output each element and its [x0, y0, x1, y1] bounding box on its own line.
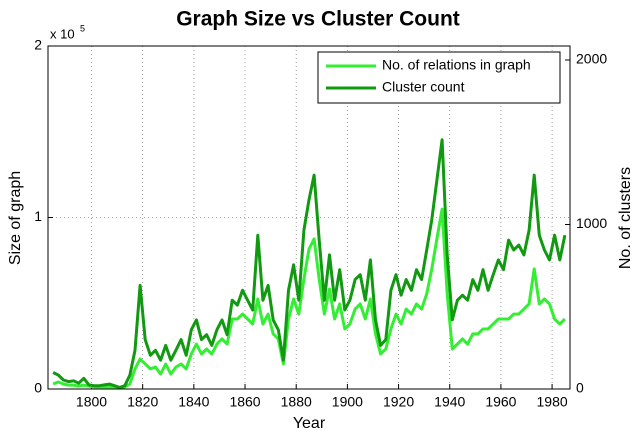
chart-title: Graph Size vs Cluster Count — [176, 8, 460, 31]
legend-label: Cluster count — [382, 79, 465, 95]
y-tick-label: 0 — [34, 380, 42, 396]
x-tick-label: 1920 — [383, 394, 414, 410]
x-tick-label: 1820 — [127, 394, 158, 410]
data-line — [52, 207, 566, 390]
y-tick-label: 1 — [34, 208, 42, 224]
x-tick-label: 1860 — [229, 394, 260, 410]
y-multiplier: x 10 — [50, 26, 75, 41]
x-tick-label: 1840 — [178, 394, 209, 410]
y2-axis-label: No. of clusters — [617, 167, 634, 269]
x-tick-label: 1980 — [537, 394, 568, 410]
legend-label: No. of relations in graph — [382, 57, 531, 73]
x-tick-label: 1960 — [485, 394, 516, 410]
axes-box — [47, 45, 571, 390]
y2-tick-label: 1000 — [576, 215, 607, 231]
x-tick-label: 1880 — [281, 394, 312, 410]
x-axis-label: Year — [293, 415, 326, 432]
x-tick-label: 1900 — [332, 394, 363, 410]
y-tick-label: 2 — [34, 37, 42, 53]
data-line — [52, 138, 567, 389]
y2-tick-label: 2000 — [576, 51, 607, 67]
x-tick-label: 1800 — [76, 394, 107, 410]
x-tick-label: 1940 — [434, 394, 465, 410]
legend-box — [317, 51, 561, 104]
y-axis-label: Size of graph — [7, 171, 24, 265]
y-multiplier-exponent: 5 — [80, 23, 85, 33]
y2-tick-label: 0 — [576, 380, 584, 396]
